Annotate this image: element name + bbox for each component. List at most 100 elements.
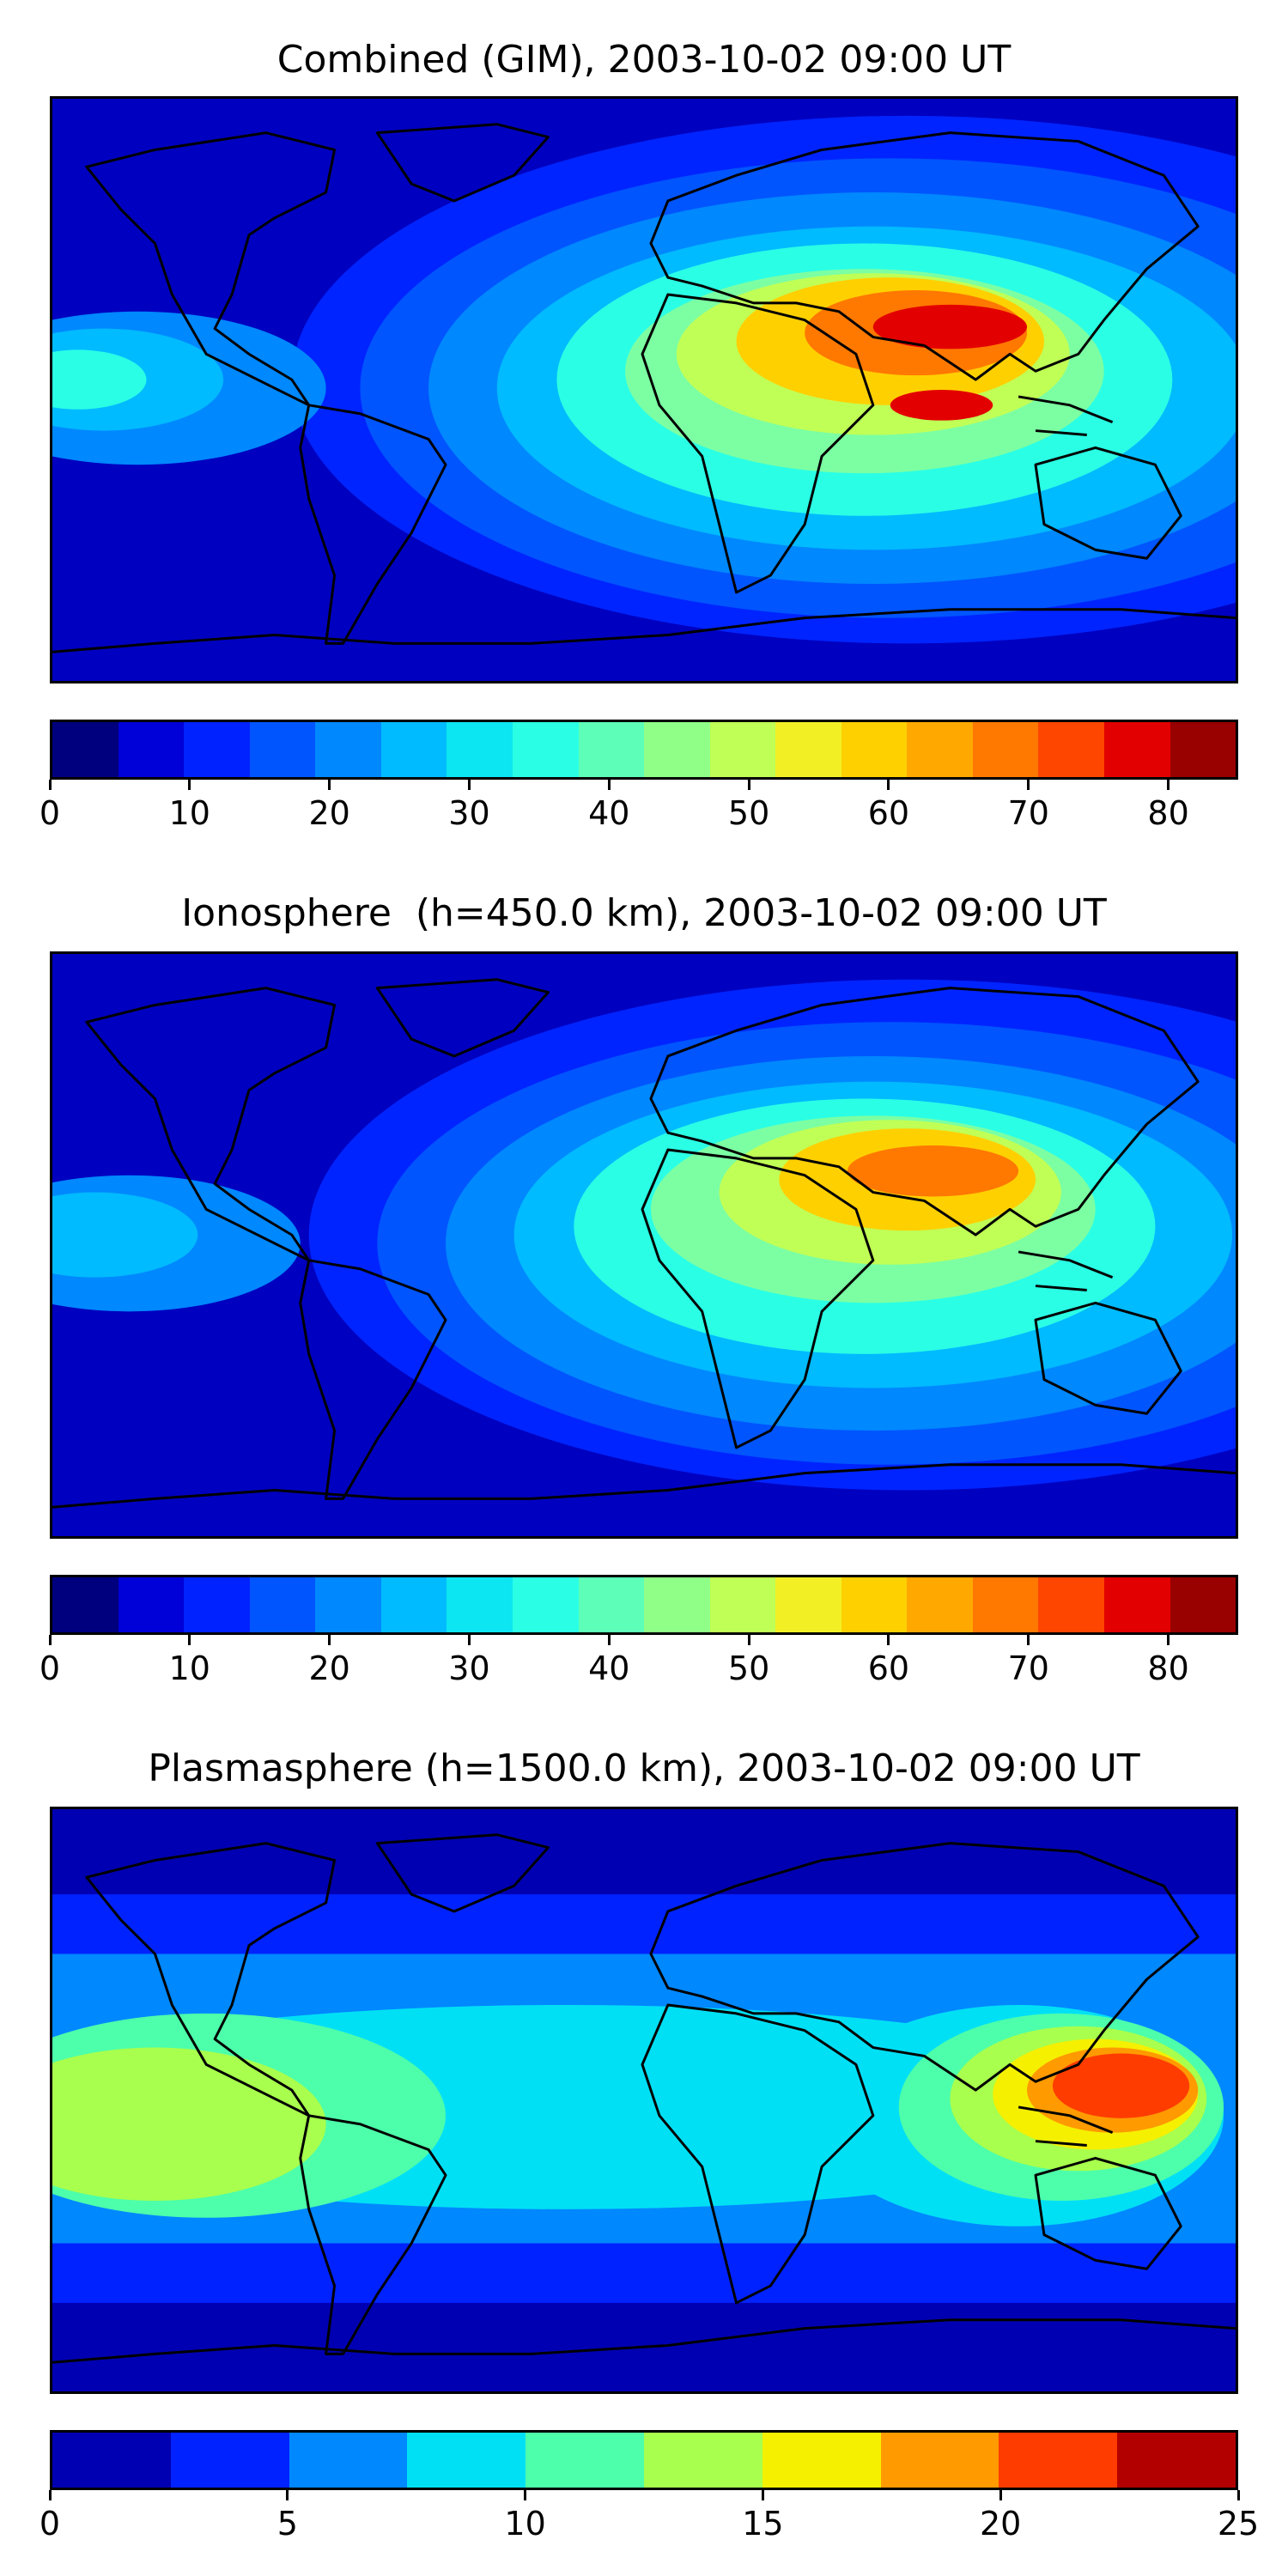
- tick-label: 30: [448, 794, 490, 832]
- coastline-south-america: [299, 1259, 447, 1500]
- tick-label: 70: [1007, 794, 1049, 832]
- tick-label: 60: [867, 794, 910, 832]
- tick-mark: [1027, 1635, 1030, 1645]
- panel-title-ionosphere: Ionosphere (h=450.0 km), 2003-10-02 09:0…: [181, 891, 1107, 935]
- field-layer: [1052, 2053, 1190, 2118]
- colorbar-segment: [1170, 722, 1236, 777]
- tick-label: 5: [276, 2505, 298, 2543]
- tick-mark: [607, 780, 611, 790]
- coastline-indonesia: [1018, 2105, 1114, 2148]
- tick-mark: [467, 780, 471, 790]
- coastline-greenland: [375, 123, 550, 203]
- tick-mark: [747, 1635, 750, 1645]
- colorbar-segment: [52, 722, 118, 777]
- tick-label: 15: [742, 2505, 784, 2543]
- tick-mark: [286, 2490, 289, 2500]
- colorbar-segment: [972, 722, 1039, 777]
- field-layer: [872, 304, 1028, 349]
- tick-mark: [188, 1635, 191, 1645]
- colorbar-segment: [578, 1577, 645, 1632]
- coastline-europe-asia: [649, 131, 1200, 381]
- tick-label: 10: [168, 794, 210, 832]
- colorbar-segment: [184, 722, 250, 777]
- tick-mark: [999, 2490, 1002, 2500]
- tick-label: 40: [588, 1649, 630, 1687]
- coastline-indonesia: [1018, 395, 1114, 437]
- coastline-africa: [641, 1148, 875, 1449]
- panel-title-combined: Combined (GIM), 2003-10-02 09:00 UT: [276, 38, 1012, 82]
- tick-mark: [1027, 780, 1030, 790]
- colorbar-plasmasphere: [50, 2430, 1238, 2490]
- field-layer: [890, 390, 993, 421]
- coastline-antarctica: [52, 608, 1236, 653]
- tick-mark: [467, 1635, 471, 1645]
- coastline-europe-asia: [649, 987, 1200, 1236]
- coastline-south-america: [299, 404, 447, 645]
- coastline-greenland: [375, 978, 550, 1058]
- tick-label: 70: [1007, 1649, 1049, 1687]
- colorbar-segment: [512, 1577, 579, 1632]
- tick-label: 20: [308, 1649, 350, 1687]
- colorbar-ticks-ionosphere: 0 10 20 30 40 50 60 70 80: [39, 1635, 1238, 1687]
- colorbar-segment: [118, 722, 185, 777]
- colorbar-segment: [1038, 1577, 1104, 1632]
- tick-mark: [607, 1635, 611, 1645]
- tick-label: 60: [867, 1649, 910, 1687]
- colorbar-segment: [644, 722, 710, 777]
- tec-map-ionosphere: [52, 954, 1236, 1536]
- colorbar-segment: [880, 2433, 999, 2488]
- colorbar-combined: [50, 720, 1238, 780]
- tick-mark: [1167, 1635, 1170, 1645]
- tick-label: 40: [588, 794, 630, 832]
- colorbar-segment: [315, 722, 381, 777]
- tick-mark: [1236, 2490, 1240, 2500]
- colorbar-segment: [907, 1577, 973, 1632]
- colorbar-segment: [841, 722, 908, 777]
- field-layer: [52, 1192, 198, 1278]
- tick-mark: [761, 2490, 764, 2500]
- colorbar-segment: [775, 722, 841, 777]
- map-ionosphere: [50, 951, 1238, 1539]
- tick-mark: [48, 2490, 52, 2500]
- colorbar-segment: [775, 1577, 841, 1632]
- tick-label: 0: [39, 2505, 61, 2543]
- colorbar-segment: [380, 722, 447, 777]
- coastline-africa: [641, 293, 875, 594]
- tick-label: 10: [504, 2505, 546, 2543]
- colorbar-segment: [184, 1577, 250, 1632]
- coastline-north-america: [85, 987, 337, 1262]
- coastline-australia: [1034, 446, 1182, 560]
- colorbar-segment: [289, 2433, 408, 2488]
- colorbar-segment: [249, 1577, 316, 1632]
- field-layer: [52, 349, 147, 410]
- tec-map-combined: [52, 99, 1236, 681]
- coastline-south-america: [299, 2114, 447, 2355]
- colorbar-segment: [447, 722, 513, 777]
- colorbar-ticks-plasmasphere: 0 5 10 15 20 25: [39, 2490, 1259, 2543]
- colorbar-segment: [578, 722, 645, 777]
- colorbar-segment: [512, 722, 579, 777]
- tick-mark: [48, 1635, 52, 1645]
- colorbar-segment: [52, 2433, 171, 2488]
- tick-mark: [524, 2490, 527, 2500]
- colorbar-segment: [709, 1577, 776, 1632]
- colorbar-ionosphere: [50, 1575, 1238, 1635]
- tick-label: 50: [727, 794, 770, 832]
- colorbar-segment: [762, 2433, 881, 2488]
- colorbar-segment: [1104, 722, 1170, 777]
- colorbar-segment: [380, 1577, 447, 1632]
- map-plasmasphere: [50, 1807, 1238, 2394]
- coastline-europe-asia: [649, 1842, 1200, 2092]
- tick-mark: [1167, 780, 1170, 790]
- coastline-north-america: [85, 1842, 337, 2117]
- colorbar-segment: [907, 722, 973, 777]
- tec-map-plasmasphere: [52, 1809, 1236, 2391]
- coastline-australia: [1034, 1301, 1182, 1415]
- colorbar-ticks-combined: 0 10 20 30 40 50 60 70 80: [39, 780, 1238, 832]
- colorbar-segment: [1038, 722, 1104, 777]
- field-layer: [847, 1145, 1019, 1197]
- colorbar-segment: [972, 1577, 1039, 1632]
- colorbar-segment: [644, 1577, 710, 1632]
- colorbar-segment: [170, 2433, 289, 2488]
- colorbar-segment: [315, 1577, 381, 1632]
